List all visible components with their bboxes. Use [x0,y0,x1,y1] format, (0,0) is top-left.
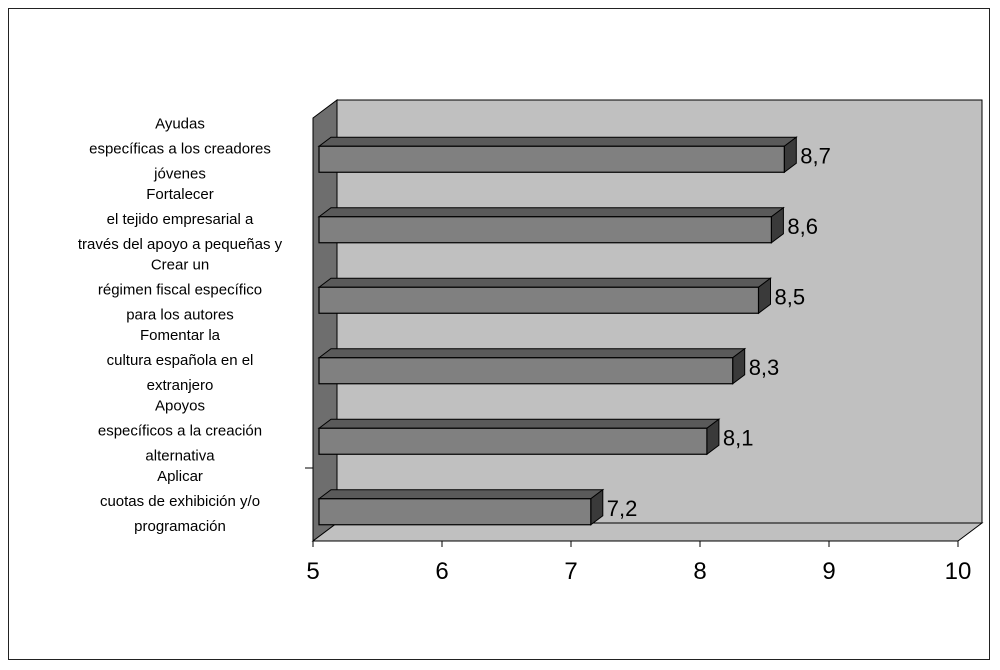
category-label: específicas a los creadores [89,140,271,157]
category-label: Ayudas [155,115,205,132]
bar-top-face [317,418,721,429]
x-tick-label: 6 [435,558,448,585]
category-label: Crear un [151,256,209,273]
bar [318,286,760,314]
category-label: Fortalecer [146,186,214,203]
bar-top-face [317,277,772,288]
floor [311,522,984,542]
category-label: Fomentar la [140,327,221,344]
bar [318,357,734,385]
category-label: específicos a la creación [98,422,262,439]
x-tick-label: 9 [822,558,835,585]
category-label: Apoyos [155,397,205,414]
bar-top-face [317,207,785,218]
category-label: el tejido empresarial a [107,211,254,228]
data-label: 8,7 [800,143,831,168]
bar [318,216,772,244]
bar-top-face [317,489,605,500]
x-tick-label: 7 [564,558,577,585]
category-label: alternativa [145,447,215,464]
x-tick-label: 5 [306,558,319,585]
bar [318,498,592,526]
bar [318,427,708,455]
category-label: cultura española en el [107,352,254,369]
data-label: 8,6 [787,214,818,239]
data-label: 8,3 [749,355,780,380]
category-label: jóvenes [153,165,206,182]
category-label: extranjero [147,377,214,394]
bar-top-face [317,348,747,359]
category-label: para los autores [126,306,234,323]
data-label: 8,1 [723,425,754,450]
x-tick-label: 10 [945,558,972,585]
category-label: programación [134,518,226,535]
bar [318,145,785,173]
x-tick-label: 8 [693,558,706,585]
category-label: través del apoyo a pequeñas y [78,236,283,253]
category-label: cuotas de exhibición y/o [100,493,260,510]
bar-top-face [317,136,798,147]
data-label: 7,2 [607,496,638,521]
data-label: 8,5 [775,284,806,309]
category-label: Aplicar [157,468,203,485]
category-label: régimen fiscal específico [98,281,262,298]
